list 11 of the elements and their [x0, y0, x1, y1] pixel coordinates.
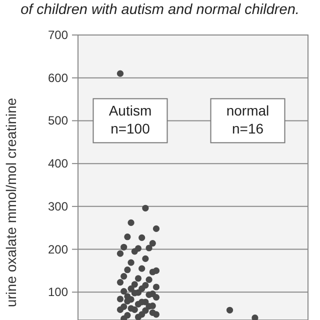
chart-title: of children with autism and normal children. [20, 2, 300, 18]
y-tick-label: 700 [48, 28, 68, 42]
y-tick-label: 200 [48, 242, 68, 256]
x-tick-label: normal n=16 [226, 102, 270, 137]
y-tick-label: 400 [48, 156, 68, 171]
x-tick-label: Autism n=100 [108, 102, 152, 137]
y-tick-label: 300 [48, 199, 68, 214]
y-tick-label: 500 [48, 114, 68, 128]
y-axis-title: urine oxalate mmol/mol creatinine [3, 98, 19, 308]
y-tick-label: 600 [48, 70, 68, 85]
y-tick-label: 100 [48, 285, 68, 300]
